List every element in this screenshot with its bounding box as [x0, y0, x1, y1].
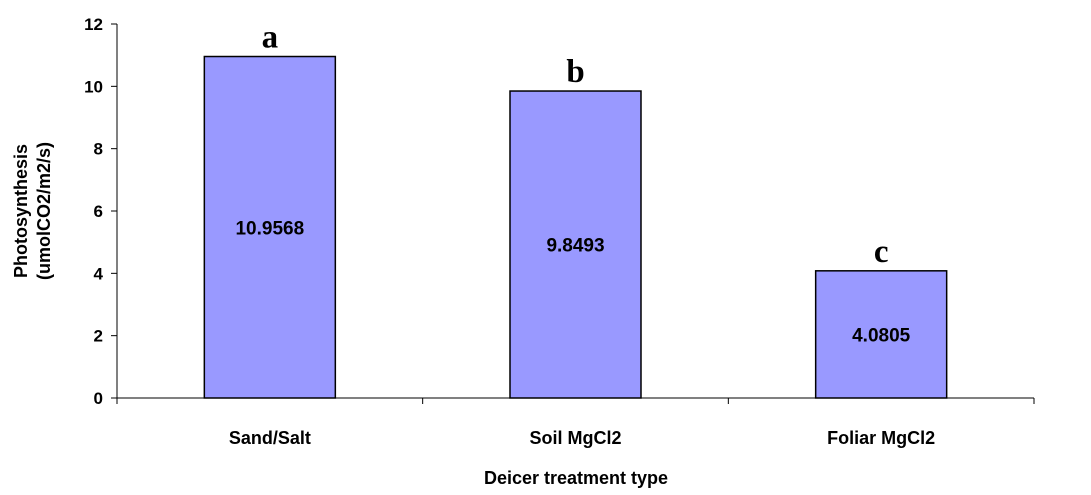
data-label: 10.9568	[235, 218, 304, 239]
bar	[509, 90, 642, 399]
y-tick-label: 10	[84, 77, 103, 96]
bar	[203, 55, 337, 399]
significance-letter: c	[874, 234, 889, 270]
x-category-label: Sand/Salt	[229, 428, 311, 448]
y-axis-title-line2: (umolCO2/m2/s)	[34, 142, 54, 280]
x-axis-title: Deicer treatment type	[484, 468, 668, 488]
y-tick-label: 8	[94, 140, 103, 159]
y-tick-label: 6	[94, 202, 103, 221]
significance-letter: a	[262, 20, 279, 56]
x-category-label: Soil MgCl2	[529, 428, 621, 448]
data-label: 9.8493	[546, 236, 604, 257]
bar	[814, 270, 948, 399]
plot-area: 0 2 4 6 8 10 12 10.9568 a Sand/Salt 9.8493 b Soil Mg…	[84, 15, 1035, 448]
y-tick-label: 4	[94, 264, 104, 283]
y-tick-label: 12	[84, 15, 103, 34]
y-tick-label: 0	[94, 389, 103, 408]
y-axis-title-line1: Photosynthesis	[11, 144, 31, 278]
y-tick-label: 2	[94, 327, 103, 346]
data-label: 4.0805	[852, 325, 911, 346]
x-category-label: Foliar MgCl2	[827, 428, 935, 448]
significance-letter: b	[566, 54, 584, 90]
